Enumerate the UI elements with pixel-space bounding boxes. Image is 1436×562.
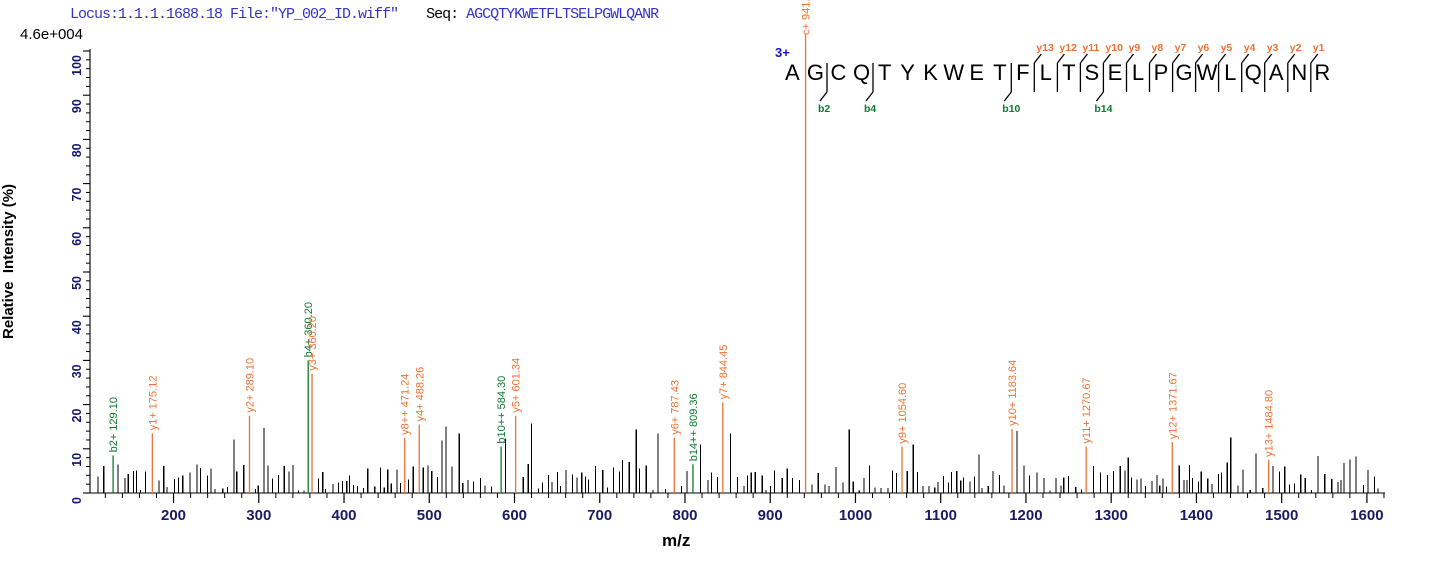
svg-text:y5: y5 (1221, 42, 1233, 54)
svg-text:y1: y1 (1313, 42, 1325, 54)
svg-text:E: E (969, 60, 984, 85)
svg-text:W: W (1197, 60, 1218, 85)
svg-text:y7+ 844.45: y7+ 844.45 (718, 345, 730, 400)
svg-text:y12+ 1371.67: y12+ 1371.67 (1167, 372, 1179, 439)
svg-text:80: 80 (70, 143, 84, 157)
svg-text:1600: 1600 (1350, 507, 1383, 524)
svg-text:900: 900 (758, 507, 783, 524)
svg-text:500: 500 (417, 507, 442, 524)
svg-text:10: 10 (70, 453, 84, 467)
svg-text:y8++ 471.24: y8++ 471.24 (400, 374, 412, 435)
svg-text:1500: 1500 (1265, 507, 1298, 524)
svg-text:y3+ 360.20: y3+ 360.20 (307, 316, 319, 371)
svg-text:A: A (1269, 60, 1284, 85)
svg-text:60: 60 (70, 232, 84, 246)
svg-text:y2: y2 (1290, 42, 1302, 54)
svg-text:1300: 1300 (1095, 507, 1128, 524)
svg-text:G: G (1176, 60, 1193, 85)
svg-text:0: 0 (70, 497, 84, 504)
svg-text:y7: y7 (1175, 42, 1187, 54)
svg-text:T: T (993, 60, 1006, 85)
svg-text:b10++ 584.30: b10++ 584.30 (496, 376, 508, 444)
svg-text:y13+ 1484.80: y13+ 1484.80 (1264, 390, 1276, 457)
svg-text:Q: Q (853, 60, 870, 85)
svg-text:600: 600 (502, 507, 527, 524)
svg-text:N: N (1291, 60, 1307, 85)
svg-text:T: T (878, 60, 891, 85)
svg-text:y3: y3 (1267, 42, 1279, 54)
svg-text:T: T (1062, 60, 1075, 85)
svg-text:b2+ 129.10: b2+ 129.10 (108, 397, 120, 452)
svg-text:y6+ 787.43: y6+ 787.43 (669, 380, 681, 435)
svg-text:400: 400 (331, 507, 356, 524)
svg-text:y8: y8 (1152, 42, 1164, 54)
svg-text:1200: 1200 (1009, 507, 1042, 524)
svg-text:y2+ 289.10: y2+ 289.10 (245, 358, 257, 413)
svg-text:K: K (923, 60, 938, 85)
svg-text:b14: b14 (1094, 103, 1112, 115)
svg-text:y9: y9 (1129, 42, 1141, 54)
svg-text:3+: 3+ (775, 45, 790, 60)
svg-text:Q: Q (1245, 60, 1262, 85)
svg-text:700: 700 (587, 507, 612, 524)
svg-text:40: 40 (70, 320, 84, 334)
svg-text:y4+ 488.26: y4+ 488.26 (414, 367, 426, 422)
svg-text:20: 20 (70, 409, 84, 423)
svg-text:y1+ 175.12: y1+ 175.12 (147, 376, 159, 431)
svg-text:1400: 1400 (1180, 507, 1213, 524)
svg-text:y5+ 601.34: y5+ 601.34 (511, 358, 523, 413)
svg-text:C: C (831, 60, 847, 85)
svg-text:F: F (1016, 60, 1029, 85)
svg-text:b4: b4 (864, 103, 876, 115)
svg-text:b14++ 809.36: b14++ 809.36 (688, 393, 700, 461)
svg-text:y12: y12 (1059, 42, 1077, 54)
svg-text:c+ 941.50: c+ 941.50 (801, 0, 813, 35)
svg-text:R: R (1314, 60, 1330, 85)
svg-text:200: 200 (161, 507, 186, 524)
svg-text:800: 800 (672, 507, 697, 524)
svg-text:G: G (807, 60, 824, 85)
svg-text:1100: 1100 (924, 507, 957, 524)
svg-text:L: L (1040, 60, 1052, 85)
svg-text:1000: 1000 (839, 507, 872, 524)
svg-text:y6: y6 (1198, 42, 1210, 54)
svg-text:S: S (1085, 60, 1100, 85)
svg-text:90: 90 (70, 99, 84, 113)
svg-text:W: W (943, 60, 964, 85)
svg-text:70: 70 (70, 188, 84, 202)
svg-text:b2: b2 (818, 103, 830, 115)
svg-text:30: 30 (70, 364, 84, 378)
svg-text:y10+ 1183.64: y10+ 1183.64 (1007, 360, 1019, 426)
svg-text:100: 100 (70, 55, 84, 76)
svg-text:y13: y13 (1036, 42, 1054, 54)
svg-text:L: L (1224, 60, 1236, 85)
svg-text:300: 300 (246, 507, 271, 524)
svg-text:y4: y4 (1244, 42, 1256, 54)
svg-text:P: P (1154, 60, 1169, 85)
svg-text:y11+ 1270.67: y11+ 1270.67 (1081, 377, 1093, 443)
svg-text:L: L (1132, 60, 1144, 85)
svg-text:A: A (785, 60, 800, 85)
svg-text:y11: y11 (1082, 42, 1099, 54)
svg-text:E: E (1108, 60, 1123, 85)
svg-text:Y: Y (900, 60, 915, 85)
svg-text:y9+ 1054.60: y9+ 1054.60 (897, 383, 909, 444)
svg-text:b10: b10 (1002, 103, 1020, 115)
svg-text:y10: y10 (1105, 42, 1123, 54)
svg-text:50: 50 (70, 276, 84, 290)
